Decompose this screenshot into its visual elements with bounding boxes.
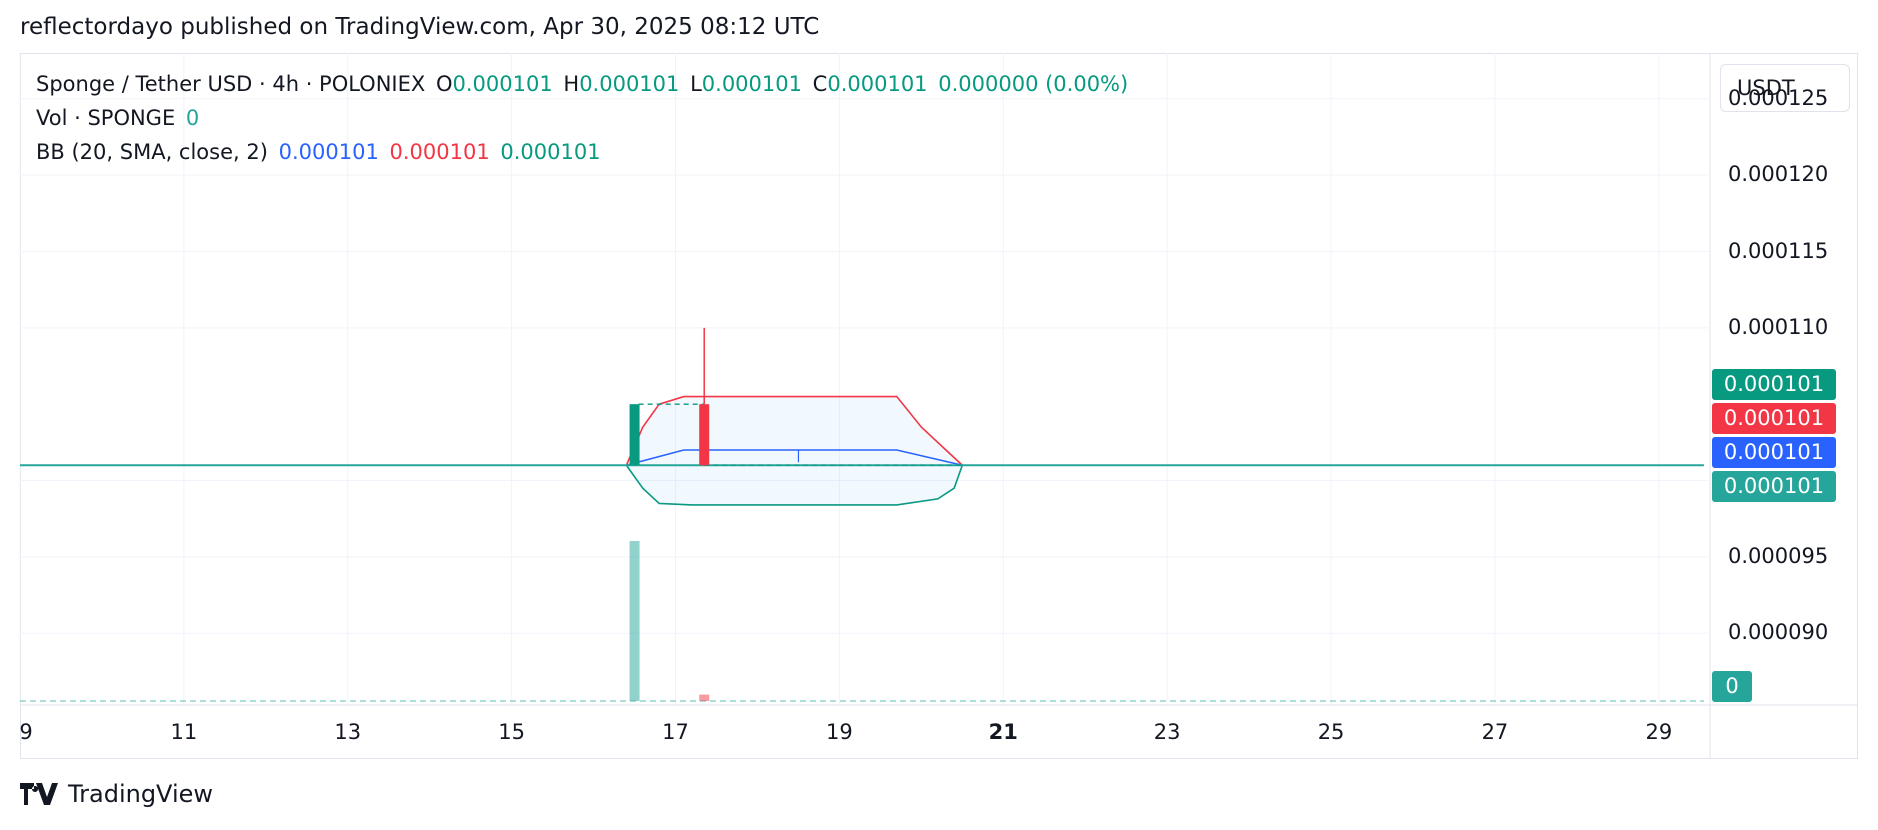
lower-band-price-badge: 0.000101 <box>1712 471 1836 502</box>
bollinger-basis-line <box>626 449 963 467</box>
bollinger-lower-line <box>625 464 964 506</box>
publisher-caption: reflectordayo published on TradingView.c… <box>20 14 820 40</box>
time-axis-tick: 13 <box>334 720 362 744</box>
close-label: C <box>812 72 828 96</box>
time-axis-tick: 15 <box>498 720 526 744</box>
time-axis-tick: 23 <box>1153 720 1181 744</box>
candle-body <box>699 404 710 466</box>
high-value: 0.000101 <box>579 72 680 96</box>
bb-lower-value: 0.000101 <box>500 140 601 164</box>
time-axis-tick: 19 <box>826 720 853 744</box>
bb-basis-value: 0.000101 <box>278 140 379 164</box>
bb-label[interactable]: BB (20, SMA, close, 2) <box>36 140 268 164</box>
price-axis-tick: 0.000095 <box>1728 543 1829 568</box>
time-axis-tick: 25 <box>1317 720 1345 744</box>
price-axis-tick: 0.000120 <box>1728 162 1829 187</box>
volume-value: 0 <box>185 106 200 130</box>
symbol-label[interactable]: Sponge / Tether USD · 4h · POLONIEX <box>36 72 426 96</box>
volume-badge: 0 <box>1712 671 1752 702</box>
currency-selector[interactable]: USDT <box>1720 64 1850 112</box>
price-axis-tick: 0.000115 <box>1728 238 1829 263</box>
candle-body <box>629 404 640 466</box>
time-axis-tick: 29 <box>1645 720 1673 744</box>
bb-upper-value: 0.000101 <box>389 140 490 164</box>
price-axis-tick: 0.000090 <box>1728 620 1829 645</box>
upper-band-price-badge: 0.000101 <box>1712 369 1836 400</box>
volume-bar <box>699 694 710 701</box>
bollinger-upper-line <box>625 395 963 466</box>
time-axis-tick: 21 <box>988 720 1018 744</box>
close-price-badge: 0.000101 <box>1712 403 1836 434</box>
tradingview-logo-text: TradingView <box>68 780 214 808</box>
basis-price-badge: 0.000101 <box>1712 437 1836 468</box>
open-label: O <box>435 72 453 96</box>
ohlc-legend: Sponge / Tether USD · 4h · POLONIEX O0.0… <box>36 72 1132 96</box>
bb-legend: BB (20, SMA, close, 2) 0.000101 0.000101… <box>36 140 605 164</box>
price-axis-tick: 0.000125 <box>1728 85 1829 110</box>
low-label: L <box>690 72 702 96</box>
change-value: 0.000000 (0.00%) <box>938 72 1129 96</box>
open-value: 0.000101 <box>452 72 553 96</box>
volume-label[interactable]: Vol · SPONGE <box>36 106 176 130</box>
close-value: 0.000101 <box>827 72 928 96</box>
high-label: H <box>563 72 580 96</box>
low-value: 0.000101 <box>701 72 802 96</box>
time-axis-tick: 9 <box>19 720 33 744</box>
tradingview-logo-icon <box>20 783 58 805</box>
time-axis-tick: 11 <box>170 720 198 744</box>
volume-bar <box>629 541 640 701</box>
tradingview-logo[interactable]: TradingView <box>20 780 213 808</box>
volume-legend: Vol · SPONGE 0 <box>36 106 203 130</box>
time-axis-tick: 17 <box>662 720 689 744</box>
price-axis-tick: 0.000110 <box>1728 314 1829 339</box>
time-axis-tick: 27 <box>1481 720 1509 744</box>
